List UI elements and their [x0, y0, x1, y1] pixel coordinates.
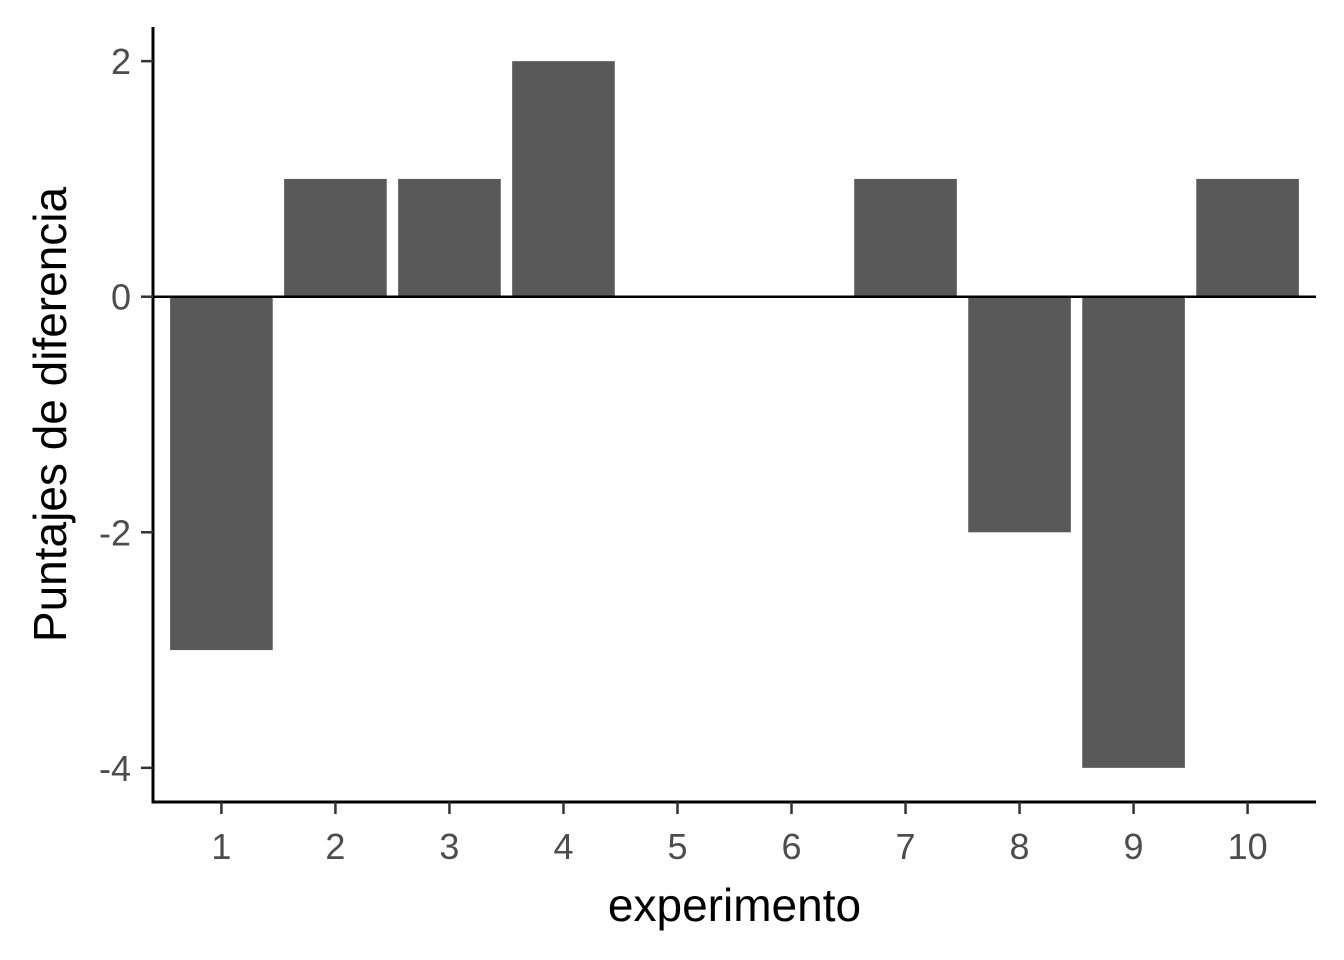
x-axis-title: experimento: [608, 879, 861, 931]
y-ticks-group: -4 -2 0 2: [99, 41, 153, 789]
y-tick-label: 2: [111, 41, 131, 82]
x-tick-label: 8: [1010, 826, 1030, 867]
bar-3: [398, 178, 501, 297]
bar-7: [854, 178, 957, 297]
x-tick-label: 7: [896, 826, 916, 867]
y-axis-title: Puntajes de diferencia: [24, 186, 76, 642]
bar-8: [968, 296, 1071, 533]
y-tick-label: 0: [111, 277, 131, 318]
y-tick-label: -4: [99, 748, 131, 789]
bar-10: [1196, 178, 1299, 297]
x-tick-label: 1: [211, 826, 231, 867]
x-tick-label: 5: [667, 826, 687, 867]
bar-2: [284, 178, 387, 297]
x-tick-label: 9: [1124, 826, 1144, 867]
x-tick-label: 6: [781, 826, 801, 867]
bar-4: [512, 61, 615, 297]
x-tick-label: 3: [439, 826, 459, 867]
bar-9: [1082, 296, 1185, 768]
x-tick-label: 4: [553, 826, 573, 867]
bars-group: [170, 61, 1299, 768]
x-tick-label: 2: [325, 826, 345, 867]
y-tick-label: -2: [99, 512, 131, 553]
bar-1: [170, 296, 273, 651]
x-ticks-group: 1 2 3 4 5 6 7 8 9 10: [211, 802, 1268, 867]
x-tick-label: 10: [1228, 826, 1268, 867]
